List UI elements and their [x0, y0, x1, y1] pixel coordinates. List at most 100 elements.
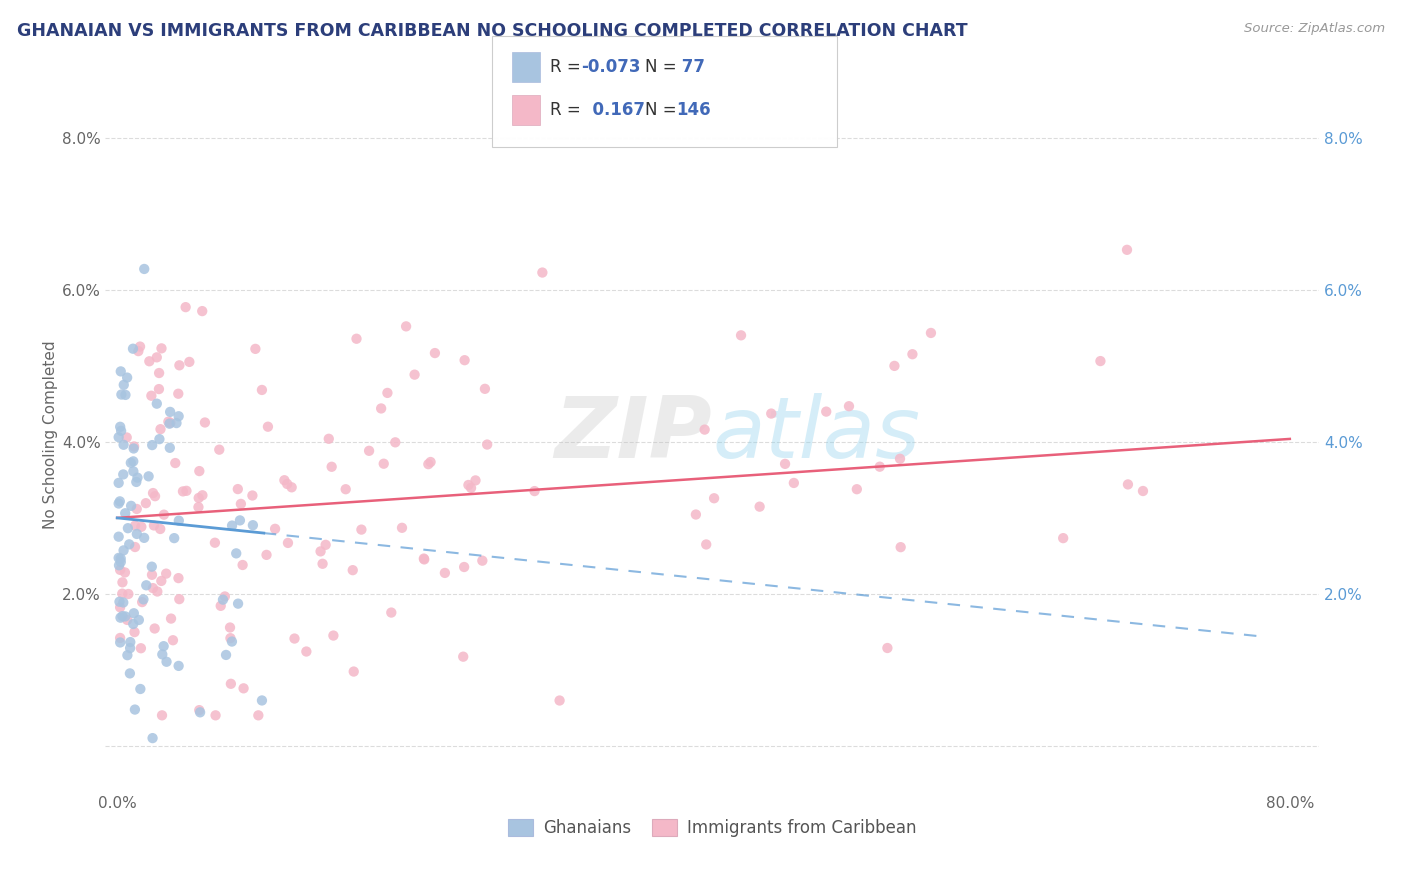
Point	[118, 537, 141, 551]
Point	[221, 518, 243, 533]
Point	[141, 389, 163, 403]
Point	[163, 531, 186, 545]
Point	[117, 521, 139, 535]
Point	[475, 437, 498, 451]
Point	[370, 401, 392, 416]
Point	[391, 521, 413, 535]
Point	[204, 535, 226, 549]
Text: 77: 77	[676, 58, 706, 76]
Point	[342, 563, 364, 577]
Point	[471, 554, 494, 568]
Point	[250, 693, 273, 707]
Point	[350, 523, 373, 537]
Point	[108, 558, 131, 573]
Point	[146, 397, 169, 411]
Point	[155, 655, 177, 669]
Text: N =: N =	[645, 101, 676, 119]
Point	[869, 459, 891, 474]
Text: R =: R =	[550, 58, 581, 76]
Point	[112, 438, 135, 452]
Point	[773, 457, 796, 471]
Point	[107, 550, 129, 565]
Point	[889, 451, 911, 466]
Point	[845, 482, 868, 496]
Point	[124, 702, 146, 716]
Point	[108, 419, 131, 434]
Point	[453, 353, 475, 368]
Point	[162, 633, 184, 648]
Point	[160, 611, 183, 625]
Point	[321, 459, 343, 474]
Point	[890, 540, 912, 554]
Point	[215, 648, 238, 662]
Point	[229, 497, 252, 511]
Point	[110, 364, 132, 378]
Point	[1116, 477, 1139, 491]
Point	[474, 382, 496, 396]
Point	[815, 404, 838, 418]
Point	[108, 563, 131, 577]
Point	[169, 359, 191, 373]
Point	[748, 500, 770, 514]
Point	[132, 592, 155, 607]
Point	[112, 595, 135, 609]
Point	[412, 551, 434, 566]
Point	[373, 457, 395, 471]
Point	[359, 443, 381, 458]
Point	[187, 491, 209, 505]
Point	[1090, 354, 1112, 368]
Point	[188, 703, 211, 717]
Point	[212, 592, 235, 607]
Point	[395, 319, 418, 334]
Point	[148, 432, 170, 446]
Point	[232, 681, 254, 696]
Point	[219, 677, 242, 691]
Point	[229, 513, 252, 527]
Point	[111, 587, 134, 601]
Point	[135, 496, 157, 510]
Point	[114, 506, 136, 520]
Point	[280, 480, 302, 494]
Point	[920, 326, 942, 340]
Point	[188, 706, 211, 720]
Point	[166, 416, 188, 430]
Point	[122, 454, 145, 468]
Point	[225, 546, 247, 560]
Point	[122, 442, 145, 456]
Point	[131, 595, 153, 609]
Point	[150, 648, 173, 662]
Point	[120, 499, 142, 513]
Point	[159, 417, 181, 431]
Point	[146, 584, 169, 599]
Point	[176, 483, 198, 498]
Point	[142, 486, 165, 500]
Point	[404, 368, 426, 382]
Point	[138, 354, 160, 368]
Point	[124, 540, 146, 554]
Point	[108, 635, 131, 649]
Point	[242, 518, 264, 533]
Point	[117, 587, 139, 601]
Point	[112, 467, 135, 482]
Point	[120, 456, 142, 470]
Point	[129, 340, 152, 354]
Point	[122, 617, 145, 632]
Point	[283, 632, 305, 646]
Point	[108, 631, 131, 645]
Point	[703, 491, 725, 506]
Point	[141, 559, 163, 574]
Point	[127, 471, 149, 485]
Point	[730, 328, 752, 343]
Point	[322, 629, 344, 643]
Point	[110, 555, 132, 569]
Point	[685, 508, 707, 522]
Point	[318, 432, 340, 446]
Point	[114, 609, 136, 624]
Point	[108, 494, 131, 508]
Point	[167, 659, 190, 673]
Point	[128, 613, 150, 627]
Point	[127, 344, 149, 359]
Point	[219, 620, 242, 634]
Point	[117, 648, 139, 663]
Point	[159, 416, 181, 430]
